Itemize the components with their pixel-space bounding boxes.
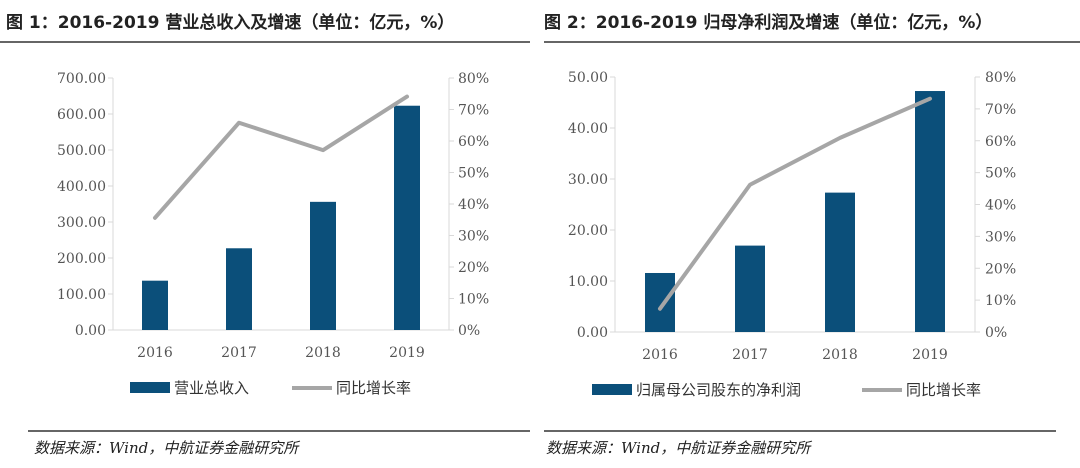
legend-bar-swatch — [592, 384, 632, 395]
left-tick-label: 100.00 — [57, 287, 106, 303]
right-tick-label: 30% — [458, 229, 489, 245]
x-tick-label: 2017 — [732, 347, 768, 363]
left-tick-label: 700.00 — [57, 71, 106, 87]
left-tick-label: 40.00 — [568, 121, 608, 137]
right-tick-label: 10% — [458, 292, 489, 308]
x-tick-label: 2018 — [822, 347, 858, 363]
chart2-title: 图 2：2016-2019 归母净利润及增速（单位：亿元，%） — [544, 12, 992, 33]
bar-2017 — [226, 248, 252, 330]
left-tick-label: 600.00 — [57, 107, 106, 123]
bar-2018 — [825, 192, 855, 332]
left-tick-label: 0.00 — [75, 323, 106, 339]
x-tick-label: 2017 — [221, 345, 257, 361]
right-tick-label: 50% — [985, 166, 1016, 182]
bar-2016 — [142, 280, 168, 330]
right-tick-label: 0% — [985, 325, 1007, 341]
right-tick-label: 80% — [458, 71, 489, 87]
x-tick-label: 2018 — [305, 345, 341, 361]
legend-bar-swatch — [130, 382, 170, 393]
left-tick-label: 400.00 — [57, 179, 106, 195]
right-tick-label: 80% — [985, 70, 1016, 86]
growth-rate-line — [153, 94, 409, 220]
left-tick-label: 50.00 — [568, 70, 608, 86]
chart2: 0.00 10.00 20.00 30.00 40.00 50.00 0% 10% 20% 30%… — [568, 70, 1016, 399]
right-tick-label: 0% — [458, 323, 480, 339]
x-tick-label: 2016 — [137, 345, 173, 361]
chart1-title: 图 1：2016-2019 营业总收入及增速（单位：亿元，%） — [6, 12, 454, 33]
right-tick-label: 60% — [458, 134, 489, 150]
growth-rate-line — [658, 96, 932, 311]
left-tick-label: 30.00 — [568, 172, 608, 188]
right-tick-label: 70% — [458, 103, 489, 119]
legend-bar-label: 归属母公司股东的净利润 — [636, 381, 801, 399]
left-tick-label: 10.00 — [568, 274, 608, 290]
right-tick-label: 60% — [985, 134, 1016, 150]
right-tick-label: 40% — [985, 198, 1016, 214]
right-tick-label: 70% — [985, 102, 1016, 118]
right-tick-label: 40% — [458, 197, 489, 213]
bar-2016 — [645, 272, 675, 332]
x-tick-label: 2019 — [912, 347, 948, 363]
left-tick-label: 20.00 — [568, 223, 608, 239]
legend-line-label: 同比增长率 — [906, 381, 981, 399]
right-tick-label: 50% — [458, 166, 489, 182]
legend-bar-label: 营业总收入 — [174, 379, 249, 397]
right-tick-label: 10% — [985, 293, 1016, 309]
left-tick-label: 500.00 — [57, 143, 106, 159]
left-tick-label: 0.00 — [577, 325, 608, 341]
bar-2017 — [735, 245, 765, 332]
left-tick-label: 300.00 — [57, 215, 106, 231]
x-tick-label: 2019 — [389, 345, 425, 361]
right-tick-label: 30% — [985, 229, 1016, 245]
left-tick-label: 200.00 — [57, 251, 106, 267]
right-tick-label: 20% — [458, 260, 489, 276]
chart2-source: 数据来源：Wind，中航证券金融研究所 — [546, 439, 812, 457]
x-tick-label: 2016 — [642, 347, 678, 363]
chart1: 0.00 100.00 200.00 300.00 400.00 500.00 600.00… — [57, 71, 489, 397]
legend-line-label: 同比增长率 — [336, 379, 411, 397]
right-tick-label: 20% — [985, 261, 1016, 277]
bar-2018 — [310, 201, 336, 330]
bar-2019 — [915, 91, 945, 333]
chart1-source: 数据来源：Wind，中航证券金融研究所 — [34, 439, 300, 457]
bar-2019 — [394, 105, 420, 330]
